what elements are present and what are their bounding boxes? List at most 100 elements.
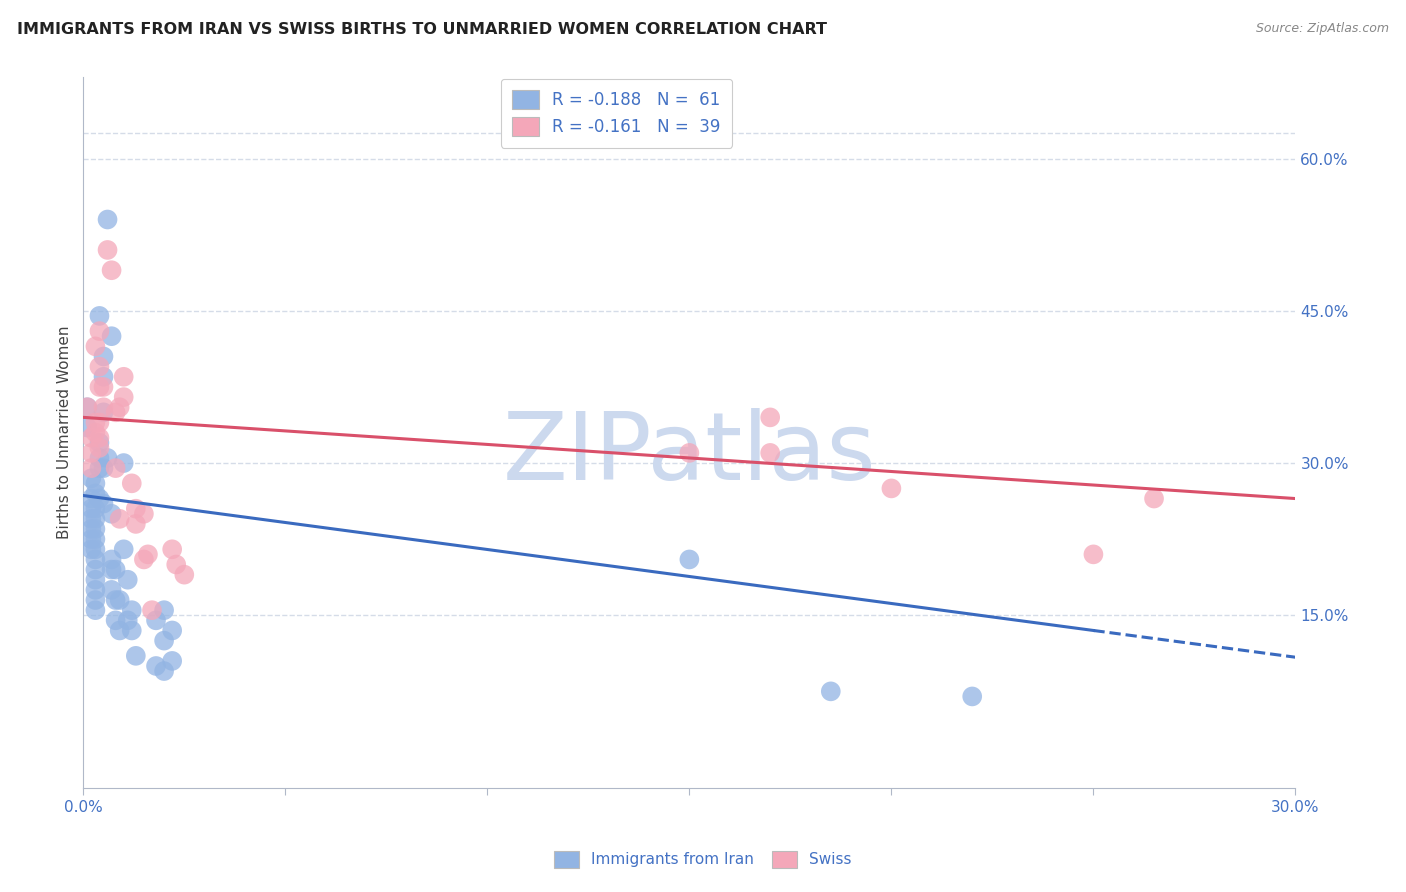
- Point: [125, 501, 148, 516]
- Point: [84, 339, 107, 353]
- Point: [153, 603, 176, 617]
- Point: [165, 558, 187, 572]
- Point: [93, 497, 115, 511]
- Point: [93, 350, 115, 364]
- Point: [89, 435, 111, 450]
- Point: [80, 532, 103, 546]
- Point: [136, 547, 159, 561]
- Point: [76, 420, 98, 434]
- Point: [820, 684, 842, 698]
- Point: [89, 416, 111, 430]
- Point: [117, 613, 139, 627]
- Point: [121, 476, 143, 491]
- Point: [80, 491, 103, 506]
- Point: [84, 416, 107, 430]
- Point: [880, 482, 903, 496]
- Point: [104, 461, 127, 475]
- Point: [84, 563, 107, 577]
- Legend: Immigrants from Iran, Swiss: Immigrants from Iran, Swiss: [548, 845, 858, 873]
- Point: [100, 563, 122, 577]
- Point: [96, 212, 118, 227]
- Point: [121, 624, 143, 638]
- Point: [89, 450, 111, 465]
- Point: [104, 405, 127, 419]
- Point: [678, 552, 700, 566]
- Text: Source: ZipAtlas.com: Source: ZipAtlas.com: [1256, 22, 1389, 36]
- Point: [93, 461, 115, 475]
- Point: [141, 603, 163, 617]
- Point: [89, 324, 111, 338]
- Point: [112, 456, 135, 470]
- Point: [153, 664, 176, 678]
- Point: [153, 633, 176, 648]
- Point: [100, 329, 122, 343]
- Point: [145, 659, 167, 673]
- Point: [80, 461, 103, 475]
- Point: [93, 369, 115, 384]
- Point: [759, 446, 782, 460]
- Point: [89, 431, 111, 445]
- Point: [89, 309, 111, 323]
- Point: [112, 390, 135, 404]
- Legend: R = -0.188   N =  61, R = -0.161   N =  39: R = -0.188 N = 61, R = -0.161 N = 39: [501, 78, 733, 148]
- Point: [108, 624, 131, 638]
- Point: [89, 461, 111, 475]
- Y-axis label: Births to Unmarried Women: Births to Unmarried Women: [58, 326, 72, 540]
- Point: [80, 542, 103, 557]
- Point: [100, 507, 122, 521]
- Point: [173, 567, 195, 582]
- Point: [84, 552, 107, 566]
- Point: [125, 516, 148, 531]
- Point: [112, 369, 135, 384]
- Point: [160, 624, 183, 638]
- Point: [960, 690, 983, 704]
- Point: [84, 603, 107, 617]
- Point: [89, 380, 111, 394]
- Text: ZIPatlas: ZIPatlas: [502, 408, 876, 500]
- Point: [160, 654, 183, 668]
- Point: [104, 563, 127, 577]
- Point: [759, 410, 782, 425]
- Point: [89, 359, 111, 374]
- Point: [108, 512, 131, 526]
- Point: [132, 507, 155, 521]
- Point: [80, 431, 103, 445]
- Point: [84, 501, 107, 516]
- Point: [100, 263, 122, 277]
- Point: [84, 532, 107, 546]
- Point: [84, 573, 107, 587]
- Point: [80, 512, 103, 526]
- Point: [84, 486, 107, 500]
- Point: [80, 522, 103, 536]
- Point: [160, 542, 183, 557]
- Point: [84, 512, 107, 526]
- Point: [84, 542, 107, 557]
- Point: [93, 380, 115, 394]
- Point: [104, 593, 127, 607]
- Point: [80, 446, 103, 460]
- Point: [80, 471, 103, 485]
- Point: [84, 593, 107, 607]
- Text: IMMIGRANTS FROM IRAN VS SWISS BIRTHS TO UNMARRIED WOMEN CORRELATION CHART: IMMIGRANTS FROM IRAN VS SWISS BIRTHS TO …: [17, 22, 827, 37]
- Point: [84, 522, 107, 536]
- Point: [84, 582, 107, 597]
- Point: [108, 401, 131, 415]
- Point: [89, 491, 111, 506]
- Point: [76, 401, 98, 415]
- Point: [132, 552, 155, 566]
- Point: [96, 450, 118, 465]
- Point: [145, 613, 167, 627]
- Point: [80, 501, 103, 516]
- Point: [100, 552, 122, 566]
- Point: [100, 582, 122, 597]
- Point: [117, 573, 139, 587]
- Point: [121, 603, 143, 617]
- Point: [76, 401, 98, 415]
- Point: [93, 401, 115, 415]
- Point: [93, 405, 115, 419]
- Point: [112, 542, 135, 557]
- Point: [104, 613, 127, 627]
- Point: [96, 243, 118, 257]
- Point: [125, 648, 148, 663]
- Point: [108, 593, 131, 607]
